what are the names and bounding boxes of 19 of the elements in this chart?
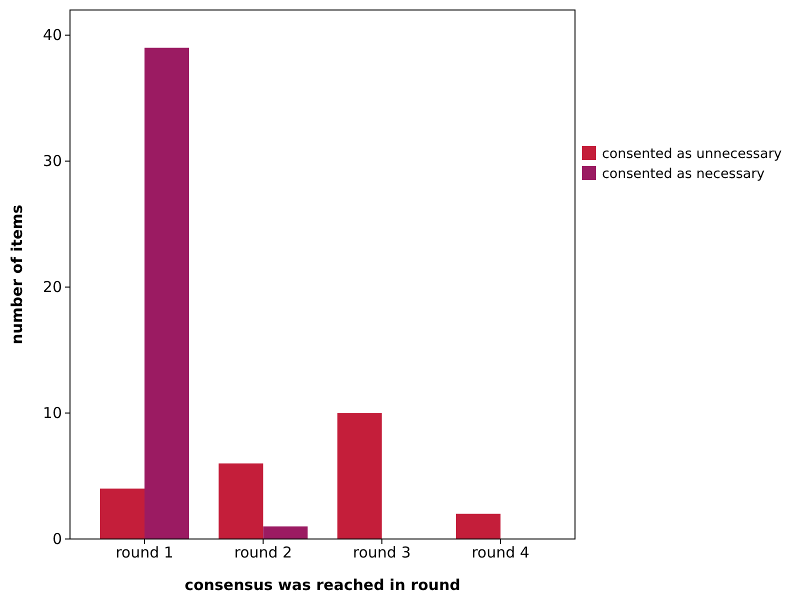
legend-label: consented as necessary — [602, 166, 765, 182]
y-axis-title: number of items — [8, 204, 26, 344]
bar — [263, 526, 308, 539]
legend-label: consented as unnecessary — [602, 146, 782, 162]
y-tick-label: 30 — [42, 152, 62, 170]
y-tick-label: 20 — [42, 278, 62, 296]
x-tick-label: round 1 — [116, 544, 174, 562]
y-tick-label: 40 — [42, 26, 62, 44]
x-axis-title: consensus was reached in round — [184, 576, 460, 594]
x-tick-label: round 4 — [472, 544, 530, 562]
bar — [100, 488, 144, 539]
x-tick-label: round 2 — [234, 544, 292, 562]
bar — [337, 413, 382, 539]
bar — [456, 514, 500, 539]
y-tick-label: 0 — [52, 530, 62, 548]
x-tick-label: round 3 — [352, 544, 411, 562]
bar — [218, 463, 264, 539]
bar — [144, 48, 189, 539]
y-tick-label: 10 — [42, 404, 62, 422]
